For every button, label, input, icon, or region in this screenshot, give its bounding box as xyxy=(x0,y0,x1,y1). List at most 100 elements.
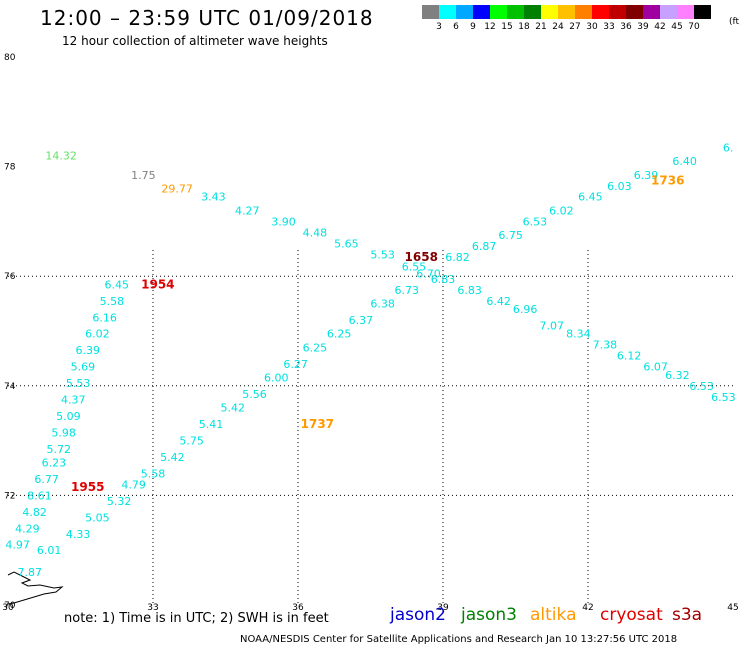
wave-height-label: 7.07 xyxy=(540,320,565,333)
wave-height-label: 4.79 xyxy=(121,478,146,491)
legend-label: 36 xyxy=(620,22,632,32)
wave-height-label: 6.38 xyxy=(370,298,395,311)
wave-height-label: 6.37 xyxy=(349,314,374,327)
wave-height-label: 5.58 xyxy=(100,295,125,308)
legend-swatch xyxy=(456,5,473,19)
wave-height-label: 6.55 xyxy=(402,260,427,273)
legend-label: 21 xyxy=(535,22,547,32)
wave-height-label: 6.23 xyxy=(42,457,67,470)
legend-swatch xyxy=(660,5,677,19)
chart-note: note: 1) Time is in UTC; 2) SWH is in fe… xyxy=(64,611,329,626)
wave-height-label: 5.42 xyxy=(221,402,246,415)
mission-altika: altika xyxy=(530,605,577,625)
y-tick-label: 76 xyxy=(4,272,16,282)
legend-label: 33 xyxy=(603,22,615,32)
wave-height-label: 6.00 xyxy=(264,372,289,385)
mission-key: jason2 jason3 altika cryosat s3a xyxy=(0,605,740,631)
wave-height-label: 5.05 xyxy=(85,511,110,524)
mission-cryosat: cryosat xyxy=(600,605,663,625)
legend-swatch xyxy=(592,5,609,19)
wave-height-label: 6. xyxy=(723,141,734,154)
y-tick-label: 78 xyxy=(4,163,16,173)
wave-height-label: 6.07 xyxy=(643,361,668,374)
wave-height-label: 7.38 xyxy=(593,339,618,352)
wave-height-label: 6.45 xyxy=(578,191,603,204)
wave-height-label: 6.32 xyxy=(665,369,690,382)
wave-height-label: 4.37 xyxy=(61,394,86,407)
wave-height-label: 4.33 xyxy=(66,528,91,541)
x-tick-label: 30 xyxy=(2,603,14,613)
wave-height-label: 8.34 xyxy=(566,328,591,341)
wave-height-label: 5.72 xyxy=(47,443,72,456)
wave-height-label: 5.58 xyxy=(141,467,166,480)
wave-height-label: 6.75 xyxy=(498,229,523,242)
wave-height-label: 5.69 xyxy=(71,361,96,374)
x-tick-label: 36 xyxy=(292,603,304,613)
wave-height-label: 6.01 xyxy=(37,544,62,557)
wave-height-label: 4.97 xyxy=(5,539,30,552)
wave-height-label: 6.53 xyxy=(523,215,548,228)
wave-height-label: 3.43 xyxy=(201,191,226,204)
legend-label: 3 xyxy=(436,22,442,32)
mission-jason2: jason2 xyxy=(390,605,446,625)
mission-jason3: jason3 xyxy=(461,605,517,625)
legend-swatch xyxy=(422,5,439,19)
wave-height-label: 6.25 xyxy=(327,328,352,341)
wave-height-label: 6.39 xyxy=(634,169,659,182)
pass-time-label: 1736 xyxy=(651,173,684,187)
chart-subtitle: 12 hour collection of altimeter wave hei… xyxy=(62,34,328,48)
legend-label: 12 xyxy=(484,22,496,32)
wave-height-label: 6.27 xyxy=(283,358,308,371)
legend-swatch xyxy=(473,5,490,19)
pass-time-label: 1737 xyxy=(301,417,334,431)
wave-height-label: 7.87 xyxy=(18,566,43,579)
wave-height-label: 4.82 xyxy=(22,506,47,519)
legend-label: 70 xyxy=(688,22,700,32)
wave-height-label: 6.83 xyxy=(431,273,456,286)
wave-height-label: 1.75 xyxy=(131,169,156,182)
wave-height-label: 6.73 xyxy=(395,284,420,297)
wave-height-label: 6.83 xyxy=(457,284,482,297)
legend-swatch xyxy=(524,5,541,19)
legend-swatch xyxy=(643,5,660,19)
wave-height-label: 6.87 xyxy=(472,240,497,253)
wave-height-label: 5.32 xyxy=(107,495,132,508)
legend-swatch xyxy=(677,5,694,19)
x-tick-label: 33 xyxy=(147,603,158,613)
wave-height-label: 5.42 xyxy=(160,451,185,464)
wave-height-label: 6.45 xyxy=(105,278,130,291)
wave-height-label: 5.56 xyxy=(242,388,267,401)
wave-height-label: 6.53 xyxy=(711,391,736,404)
legend-label: 45 xyxy=(671,22,683,32)
legend-swatch xyxy=(507,5,524,19)
legend-swatch xyxy=(609,5,626,19)
pass-time-label: 1954 xyxy=(141,277,174,291)
wave-height-label: 5.41 xyxy=(199,418,224,431)
legend-label: 9 xyxy=(470,22,476,32)
legend-label: 27 xyxy=(569,22,581,32)
wave-height-label: 5.53 xyxy=(66,377,91,390)
wave-height-label: 6.12 xyxy=(617,350,642,363)
legend-label: 39 xyxy=(637,22,649,32)
wave-height-label: 5.09 xyxy=(56,410,81,423)
wave-height-label: 6.40 xyxy=(672,155,697,168)
wave-height-label: 6.42 xyxy=(486,295,511,308)
x-tick-label: 42 xyxy=(582,603,593,613)
legend-label: 6 xyxy=(453,22,459,32)
wave-height-label: 5.65 xyxy=(334,237,359,250)
wave-height-label: 3.90 xyxy=(271,215,296,228)
wave-height-label: 6.53 xyxy=(689,380,714,393)
legend-swatch xyxy=(575,5,592,19)
wave-height-label: 4.48 xyxy=(303,226,328,239)
wave-height-label: 6.02 xyxy=(549,204,574,217)
legend-swatch xyxy=(694,5,711,19)
x-tick-label: 45 xyxy=(727,603,738,613)
legend-label: 18 xyxy=(518,22,530,32)
legend-swatch xyxy=(626,5,643,19)
pass-time-label: 1658 xyxy=(405,250,438,264)
legend-label: 15 xyxy=(501,22,513,32)
legend-swatch xyxy=(558,5,575,19)
y-tick-label: 80 xyxy=(4,53,16,63)
legend-swatch xyxy=(439,5,456,19)
